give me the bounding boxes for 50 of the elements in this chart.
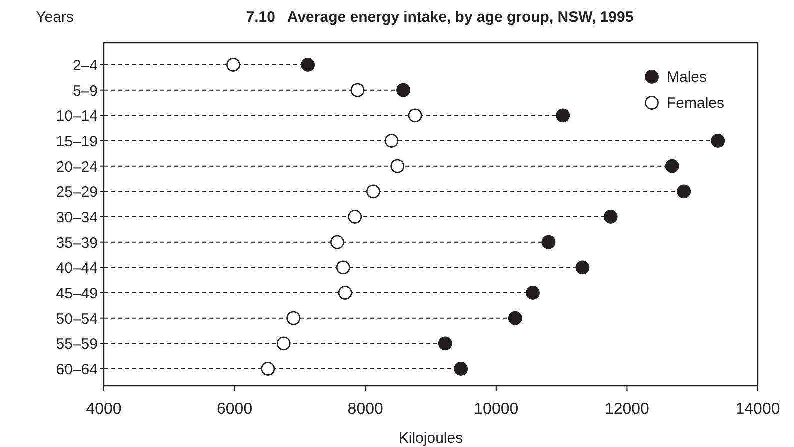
x-tick-label: 14000 (736, 401, 780, 418)
point (336, 260, 350, 275)
y-tick-label: 15–19 (56, 134, 98, 150)
point (330, 235, 344, 250)
y-tick-label: 5–9 (72, 82, 98, 100)
point (390, 159, 405, 174)
x-tick-label: 12000 (604, 401, 650, 418)
y-tick-label: 60–64 (56, 362, 98, 378)
point (556, 108, 570, 123)
y-tick-label: 45–49 (56, 286, 98, 302)
point (508, 311, 522, 326)
x-axis-title: Kilojoules (398, 430, 464, 447)
y-tick-label: 2–4 (72, 58, 98, 74)
y-tick-label: 10–14 (56, 108, 98, 126)
x-tick-label: 8000 (348, 401, 384, 418)
point (526, 286, 540, 300)
y-tick-label: 40–44 (56, 260, 98, 278)
point (542, 235, 556, 250)
legend-label: Males (667, 69, 708, 86)
x-tick-label: 4000 (86, 401, 122, 418)
point (301, 58, 315, 72)
x-tick-label: 6000 (217, 401, 253, 418)
point (286, 311, 301, 326)
point (665, 159, 680, 174)
y-tick-label: 20–24 (56, 158, 98, 176)
point (338, 286, 352, 300)
y-tick-label: 35–39 (56, 234, 98, 252)
point (348, 210, 362, 224)
point (576, 260, 590, 275)
point (711, 134, 726, 148)
point (350, 83, 365, 98)
point (384, 134, 399, 148)
chart-title: 7.10 Average energy intake, by age group, NSW, 1995 (246, 9, 634, 26)
point (276, 336, 291, 351)
point (261, 362, 276, 376)
point (604, 210, 618, 224)
point (396, 83, 410, 98)
x-tick-label: 10000 (474, 401, 519, 418)
point (366, 184, 380, 199)
y-tick-label: 30–34 (56, 210, 98, 226)
y-axis-title: Years (36, 9, 74, 26)
point (226, 58, 240, 72)
point (454, 362, 468, 376)
point (408, 108, 422, 123)
y-tick-label: 25–29 (56, 184, 98, 202)
point (438, 336, 452, 351)
legend-label: Females (667, 95, 725, 112)
point (677, 184, 692, 199)
y-tick-label: 55–59 (56, 336, 98, 354)
y-tick-label: 50–54 (56, 310, 98, 328)
